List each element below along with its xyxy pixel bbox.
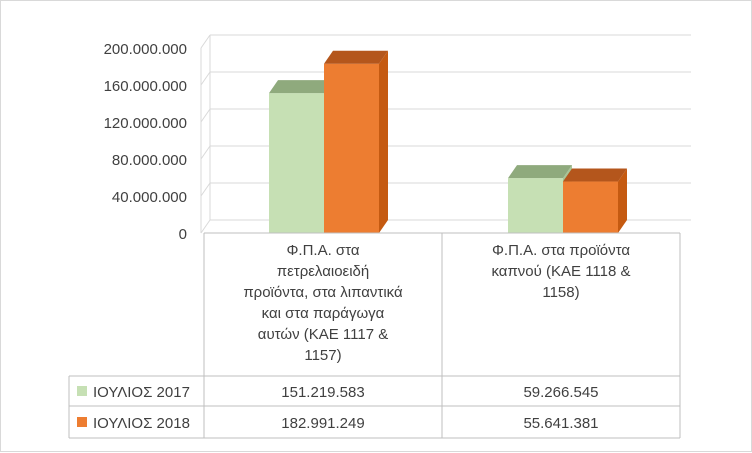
legend: ΙΟΥΛΙΟΣ 2017 ΙΟΥΛΙΟΣ 2018 xyxy=(77,384,190,432)
category-label-line: αυτών (ΚΑΕ 1117 & xyxy=(258,326,388,343)
data-table-cell: 151.219.583 xyxy=(281,384,364,401)
gridline-depth xyxy=(200,34,211,49)
y-tick-label: 80.000.000 xyxy=(112,152,187,169)
category-label-line: Φ.Π.Α. στα προϊόντα xyxy=(492,242,630,259)
bar-front xyxy=(324,63,379,233)
bar-side xyxy=(379,50,388,233)
bar-top xyxy=(508,165,572,179)
category-label: Φ.Π.Α. στα πετρελαιοειδή προϊόντα, στα λιπ… xyxy=(243,242,403,364)
data-table-cell: 182.991.249 xyxy=(281,415,364,432)
bars xyxy=(269,50,627,233)
y-tick-label: 160.000.000 xyxy=(104,78,187,95)
legend-swatch xyxy=(77,417,87,427)
category-label-line: 1158) xyxy=(542,284,579,301)
bar-top xyxy=(324,50,388,64)
gridline-depth xyxy=(200,71,211,86)
legend-label: ΙΟΥΛΙΟΣ 2018 xyxy=(93,415,190,432)
category-label-line: Φ.Π.Α. στα xyxy=(286,242,359,259)
bar-front xyxy=(508,178,563,233)
data-table-grid xyxy=(68,232,681,439)
category-label-line: πετρελαιοειδή xyxy=(277,263,370,280)
data-table-cell: 59.266.545 xyxy=(523,384,598,401)
category-label: Φ.Π.Α. στα προϊόντα καπνού (ΚΑΕ 1118 & 115… xyxy=(491,242,630,301)
bar-top xyxy=(269,80,333,94)
category-label-line: και στα παράγωγα xyxy=(262,305,385,322)
legend-swatch xyxy=(77,386,87,396)
gridline-depth xyxy=(200,145,211,160)
gridline-depth xyxy=(200,219,211,234)
category-label-line: 1157) xyxy=(304,347,341,364)
y-tick-label: 40.000.000 xyxy=(112,189,187,206)
legend-label: ΙΟΥΛΙΟΣ 2017 xyxy=(93,384,190,401)
data-table-cell: 55.641.381 xyxy=(523,415,598,432)
bar-front xyxy=(269,93,324,233)
y-tick-label: 200.000.000 xyxy=(104,41,187,58)
category-labels: Φ.Π.Α. στα πετρελαιοειδή προϊόντα, στα λιπ… xyxy=(243,242,630,364)
y-tick-label: 120.000.000 xyxy=(104,115,187,132)
y-tick-labels: 0 40.000.000 80.000.000 120.000.000 160.000.… xyxy=(104,41,187,243)
bar-side xyxy=(618,168,627,233)
bar-top xyxy=(563,168,627,182)
y-tick-label: 0 xyxy=(179,226,187,243)
gridline-depth xyxy=(200,108,211,123)
data-table-cells: 151.219.583 59.266.545 182.991.249 55.641.3… xyxy=(281,384,598,432)
gridline-depth xyxy=(200,182,211,197)
bar-front xyxy=(563,181,618,233)
category-label-line: καπνού (ΚΑΕ 1118 & xyxy=(491,263,630,280)
category-label-line: προϊόντα, στα λιπαντικά xyxy=(243,284,403,301)
